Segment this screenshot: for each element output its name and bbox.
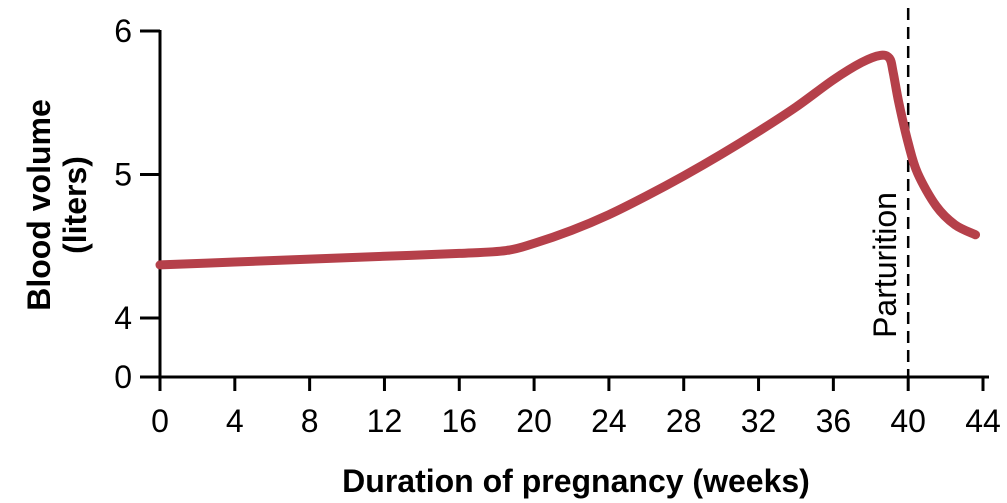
y-tick-label: 5	[114, 157, 132, 193]
x-tick-label: 32	[741, 403, 777, 439]
x-tick-label: 40	[890, 403, 926, 439]
y-axis-title-line: Blood volume	[21, 99, 57, 311]
y-tick-label: 4	[114, 300, 132, 336]
annotations: Parturition	[867, 8, 910, 377]
x-axis-title: Duration of pregnancy (weeks)	[342, 463, 810, 499]
x-axis: 0 4 8 12 16 20 24 28 32 36 40 44	[151, 375, 1001, 439]
y-axis: 0 4 5 6	[114, 13, 162, 395]
y-tick-label: 0	[114, 359, 132, 395]
parturition-label: Parturition	[867, 192, 903, 338]
x-tick-label: 36	[816, 403, 852, 439]
x-tick-label: 20	[516, 403, 552, 439]
y-tick-label: 6	[114, 13, 132, 49]
series	[155, 50, 981, 270]
x-tick-label: 28	[666, 403, 702, 439]
y-axis-title: Blood volume(liters)	[21, 99, 93, 311]
y-axis-title-line: (liters)	[57, 156, 93, 254]
x-tick-label: 0	[151, 403, 169, 439]
x-tick-label: 12	[367, 403, 403, 439]
x-tick-label: 24	[591, 403, 627, 439]
x-tick-label: 16	[441, 403, 477, 439]
y-axis-title-text: Blood volume(liters)	[21, 99, 93, 311]
blood-volume-line	[155, 50, 981, 270]
x-tick-label: 44	[965, 403, 1001, 439]
x-tick-label: 8	[301, 403, 319, 439]
x-tick-label: 4	[226, 403, 244, 439]
